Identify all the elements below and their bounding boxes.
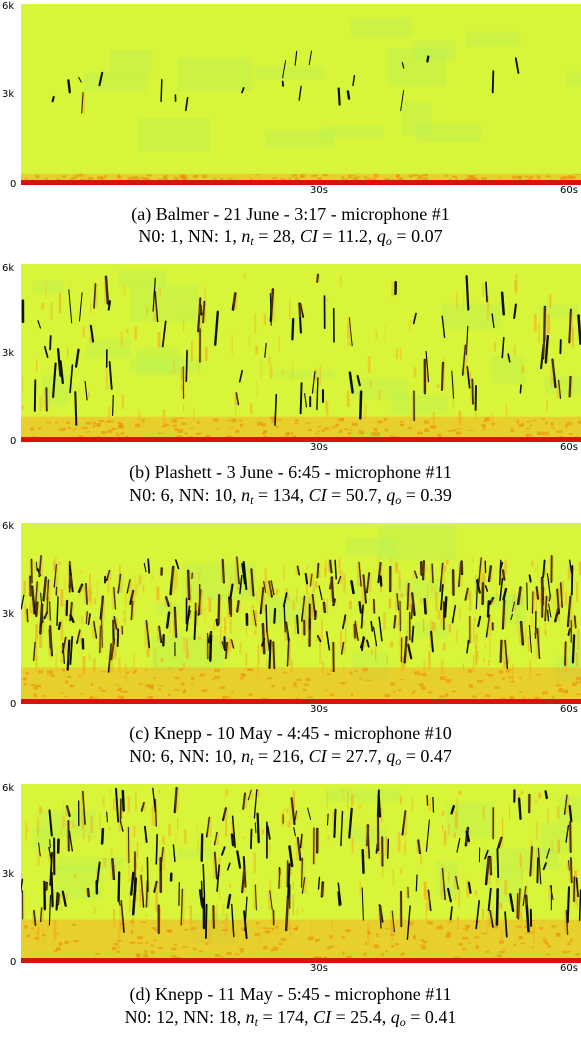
label-nn: NN: — [178, 746, 210, 766]
value-qo: 0.47 — [420, 746, 452, 766]
caption-b-title: (b) Plashett - 3 June - 6:45 - microphon… — [129, 462, 452, 482]
spectrogram-c-image — [21, 523, 581, 704]
value-n0: 6 — [160, 485, 170, 505]
value-n0: 6 — [160, 746, 170, 766]
y-tick-6k: 6k — [2, 263, 15, 274]
x-tick-60s: 60s — [560, 963, 578, 974]
value-n0: 12 — [156, 1007, 175, 1027]
caption-b-stats: N0: 6, NN: 10, nt = 134, CI = 50.7, qo =… — [129, 485, 452, 507]
value-qo: 0.39 — [420, 485, 452, 505]
value-nn: 18 — [218, 1007, 237, 1027]
y-tick-0: 0 — [10, 436, 17, 447]
value-n0: 1 — [169, 226, 179, 246]
x-tick-30s: 30s — [310, 963, 328, 974]
x-tick-30s: 30s — [310, 185, 328, 196]
spectrogram-a — [21, 4, 581, 185]
label-nn: NN: — [183, 1007, 215, 1027]
y-tick-6k: 6k — [2, 1, 15, 12]
value-nn: 10 — [214, 485, 233, 505]
spectrogram-d — [21, 784, 581, 963]
x-tick-30s: 30s — [310, 442, 328, 453]
value-ci: 27.7 — [345, 746, 378, 766]
x-tick-60s: 60s — [560, 185, 578, 196]
y-tick-3k: 3k — [2, 869, 15, 880]
value-ci: 11.2 — [337, 226, 368, 246]
value-ci: 25.4 — [350, 1007, 382, 1027]
value-nt: 174 — [277, 1007, 305, 1027]
x-tick-60s: 60s — [560, 704, 578, 715]
value-nt: 28 — [272, 226, 291, 246]
label-n0: N0: — [129, 746, 157, 766]
y-tick-3k: 3k — [2, 609, 15, 620]
x-tick-30s: 30s — [310, 704, 328, 715]
label-nn: NN: — [178, 485, 210, 505]
y-tick-6k: 6k — [2, 521, 15, 532]
label-nn: NN: — [187, 226, 219, 246]
y-tick-0: 0 — [10, 957, 17, 968]
caption-c-stats: N0: 6, NN: 10, nt = 216, CI = 27.7, qo =… — [129, 746, 452, 768]
caption-d-stats: N0: 12, NN: 18, nt = 174, CI = 25.4, qo … — [124, 1007, 457, 1029]
spectrogram-b — [21, 264, 581, 442]
value-qo: 0.07 — [411, 226, 443, 246]
x-tick-60s: 60s — [560, 442, 578, 453]
value-nt: 216 — [272, 746, 300, 766]
caption-a-title: (a) Balmer - 21 June - 3:17 - microphone… — [131, 204, 450, 224]
y-tick-3k: 3k — [2, 348, 15, 359]
y-tick-3k: 3k — [2, 89, 15, 100]
label-n0: N0: — [129, 485, 157, 505]
value-nn: 10 — [214, 746, 233, 766]
label-n0: N0: — [138, 226, 166, 246]
caption-c-title: (c) Knepp - 10 May - 4:45 - microphone #… — [129, 723, 452, 743]
caption-d-title: (d) Knepp - 11 May - 5:45 - microphone #… — [129, 984, 452, 1004]
y-tick-6k: 6k — [2, 783, 15, 794]
spectrogram-c — [21, 523, 581, 704]
value-nt: 134 — [272, 485, 300, 505]
spectrogram-b-image — [21, 264, 581, 442]
value-ci: 50.7 — [345, 485, 378, 505]
caption-a-stats: N0: 1, NN: 1, nt = 28, CI = 11.2, qo = 0… — [138, 226, 443, 248]
spectrogram-d-image — [21, 784, 581, 963]
value-nn: 1 — [223, 226, 233, 246]
label-n0: N0: — [124, 1007, 152, 1027]
spectrogram-a-image — [21, 4, 581, 185]
y-tick-0: 0 — [10, 699, 17, 710]
y-tick-0: 0 — [10, 179, 17, 190]
value-qo: 0.41 — [424, 1007, 457, 1027]
